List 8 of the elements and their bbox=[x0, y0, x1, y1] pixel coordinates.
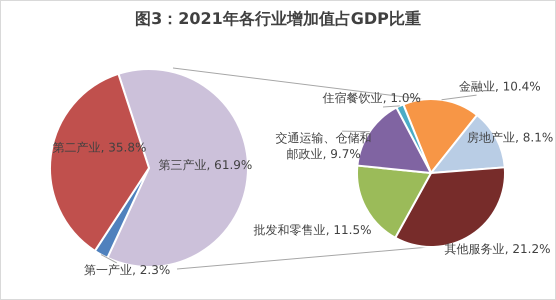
slice-label: 房地产业, 8.1% bbox=[467, 130, 554, 144]
slice-label: 第三产业, 61.9% bbox=[158, 158, 252, 172]
chart-title: 图3：2021年各行业增加值占GDP比重 bbox=[134, 9, 422, 30]
slice-label: 其他服务业, 21.2% bbox=[444, 242, 550, 256]
slice-label: 第一产业, 2.3% bbox=[84, 263, 170, 278]
slice-label: 批发和零售业, 11.5% bbox=[254, 222, 372, 237]
slice-label: 金融业, 10.4% bbox=[458, 79, 541, 94]
slice-label: 住宿餐饮业, 1.0% bbox=[322, 91, 421, 106]
